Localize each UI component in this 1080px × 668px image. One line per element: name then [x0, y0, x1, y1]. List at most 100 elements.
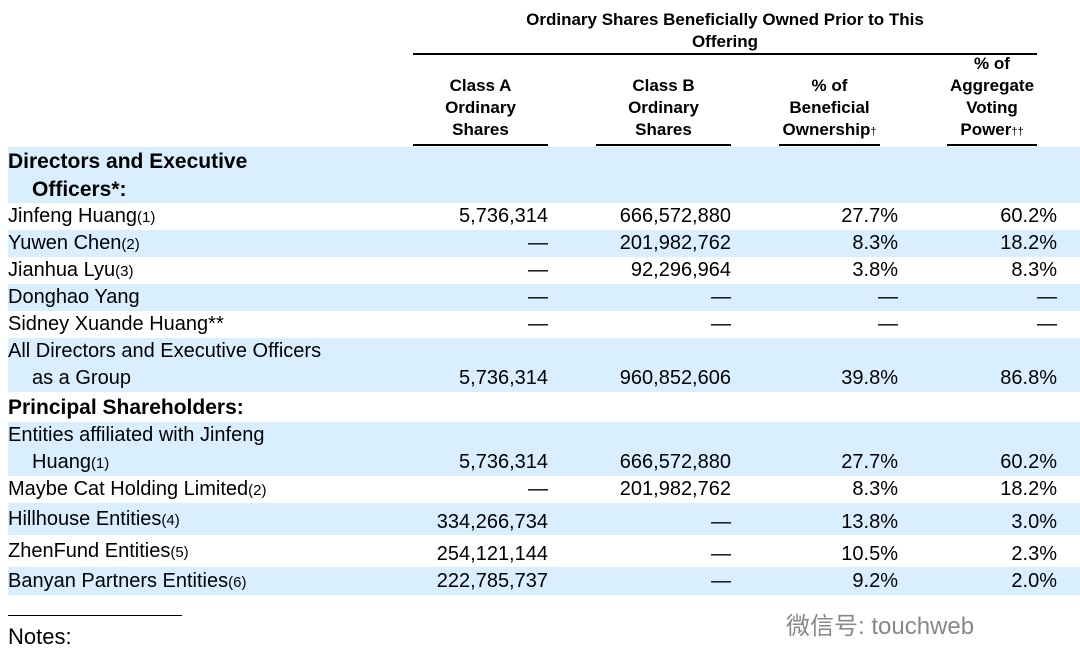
row-label-text: Entities affiliated with Jinfeng: [8, 424, 265, 446]
row-background: [8, 503, 1080, 535]
row-label-text: Jianhua Lyu: [8, 259, 116, 281]
watermark: 微信号: touchweb: [786, 613, 975, 640]
cell-value: 39.8%: [841, 367, 898, 389]
row-label-text: Jinfeng Huang: [8, 205, 137, 227]
cell-value: —: [711, 569, 731, 592]
row-note: (1): [136, 209, 156, 226]
notes-rule: [8, 615, 182, 616]
row-label-text: Sidney Xuande Huang**: [8, 313, 224, 335]
column-rule: [779, 144, 880, 146]
cell-value: —: [1037, 286, 1057, 308]
row-label-text: Principal Shareholders:: [8, 395, 244, 419]
cell-value: 27.7%: [841, 205, 898, 227]
cell-value: 5,736,314: [459, 451, 548, 473]
cell-value: 3.8%: [852, 259, 898, 281]
row-label-text: Yuwen Chen: [8, 232, 122, 254]
column-header-line: Class B: [596, 75, 731, 97]
column-header-text: Beneficial: [789, 98, 870, 117]
cell-value: 8.3%: [852, 232, 898, 254]
row-label: Principal Shareholders:: [8, 394, 244, 421]
column-header-line: Ordinary: [596, 97, 731, 119]
row-background: [8, 567, 1080, 595]
row-label: Hillhouse Entities(4): [8, 506, 180, 534]
row-label-text: Directors and Executive: [8, 149, 248, 173]
column-header-text: Class B: [632, 76, 695, 95]
cell-value: —: [528, 286, 548, 308]
row-background: [8, 338, 1080, 392]
cell-value: —: [878, 286, 898, 308]
column-header: Class B Ordinary Shares: [596, 75, 731, 141]
row-label: Directors and Executive: [8, 148, 247, 175]
column-header-line: Class A: [413, 75, 548, 97]
group-rule: [413, 53, 1037, 55]
row-label-text: Donghao Yang: [8, 286, 140, 308]
row-label: All Directors and Executive Officers: [8, 338, 321, 365]
column-header-text: Aggregate: [949, 76, 1035, 95]
row-note: (3): [115, 263, 134, 280]
row-note: (2): [248, 482, 267, 499]
cell-value: —: [711, 286, 731, 308]
cell-value: 9.2%: [852, 569, 898, 592]
cell-value: 60.2%: [1000, 451, 1057, 473]
column-header-mark: †: [870, 126, 877, 138]
cell-value: —: [711, 542, 731, 565]
column-header-text: Ordinary: [445, 98, 516, 117]
cell-value: 2.3%: [1011, 542, 1057, 565]
column-rule: [413, 144, 548, 146]
column-header-text: Voting: [966, 98, 1018, 117]
cell-value: —: [711, 313, 731, 335]
row-label-text: Huang: [32, 451, 91, 473]
cell-value: 92,296,964: [630, 259, 731, 281]
row-background: [8, 147, 1080, 203]
group-header: Ordinary Shares Beneficially Owned Prior…: [526, 10, 924, 51]
column-header-text: % of: [974, 54, 1010, 73]
column-header-line: Ownership†: [779, 119, 880, 143]
cell-value: 334,266,734: [436, 510, 548, 533]
column-header: Class A Ordinary Shares: [413, 75, 548, 141]
column-header-text: Ordinary: [628, 98, 699, 117]
row-label-text: Officers*:: [32, 177, 127, 201]
column-header-text: % of: [811, 76, 848, 95]
cell-value: 18.2%: [1000, 478, 1057, 500]
cell-value: —: [1037, 313, 1057, 335]
cell-value: 666,572,880: [619, 451, 731, 473]
row-label: ZhenFund Entities(5): [8, 538, 189, 566]
row-label-text: Hillhouse Entities: [8, 507, 162, 530]
row-background: [8, 422, 1080, 476]
row-note: (4): [161, 511, 180, 529]
row-background: [8, 230, 1080, 257]
column-header-text: Class A: [449, 76, 512, 95]
column-header-line: % of: [947, 53, 1037, 75]
cell-value: 666,572,880: [619, 205, 731, 227]
row-note: (5): [170, 543, 189, 561]
cell-value: —: [528, 232, 548, 254]
row-label: Yuwen Chen(2): [8, 230, 140, 258]
column-header-text: Shares: [635, 120, 692, 139]
row-label: Banyan Partners Entities(6): [8, 568, 246, 596]
column-header-line: % of: [779, 75, 880, 97]
column-header-mark: ††: [1011, 126, 1024, 138]
cell-value: —: [528, 478, 548, 500]
row-label: Maybe Cat Holding Limited(2): [8, 476, 266, 504]
row-label: Officers*:: [32, 176, 127, 203]
column-header: % of Aggregate Voting Power††: [947, 53, 1037, 143]
column-header-line: Aggregate: [947, 75, 1037, 97]
row-label-text: as a Group: [32, 367, 131, 389]
row-label-text: ZhenFund Entities: [8, 539, 171, 562]
notes-label: Notes:: [8, 624, 72, 649]
row-label: Sidney Xuande Huang**: [8, 311, 224, 338]
cell-value: 5,736,314: [459, 367, 548, 389]
cell-value: —: [878, 313, 898, 335]
cell-value: 3.0%: [1011, 510, 1057, 533]
cell-value: 13.8%: [841, 510, 898, 533]
column-rule: [596, 144, 731, 146]
cell-value: 2.0%: [1011, 569, 1057, 592]
column-header-line: Ordinary: [413, 97, 548, 119]
column-header-line: Power††: [947, 119, 1037, 143]
column-header-line: Voting: [947, 97, 1037, 119]
row-note: (2): [121, 236, 140, 253]
cell-value: 222,785,737: [436, 569, 548, 592]
row-label: Donghao Yang: [8, 284, 140, 311]
row-note: (6): [228, 573, 247, 591]
